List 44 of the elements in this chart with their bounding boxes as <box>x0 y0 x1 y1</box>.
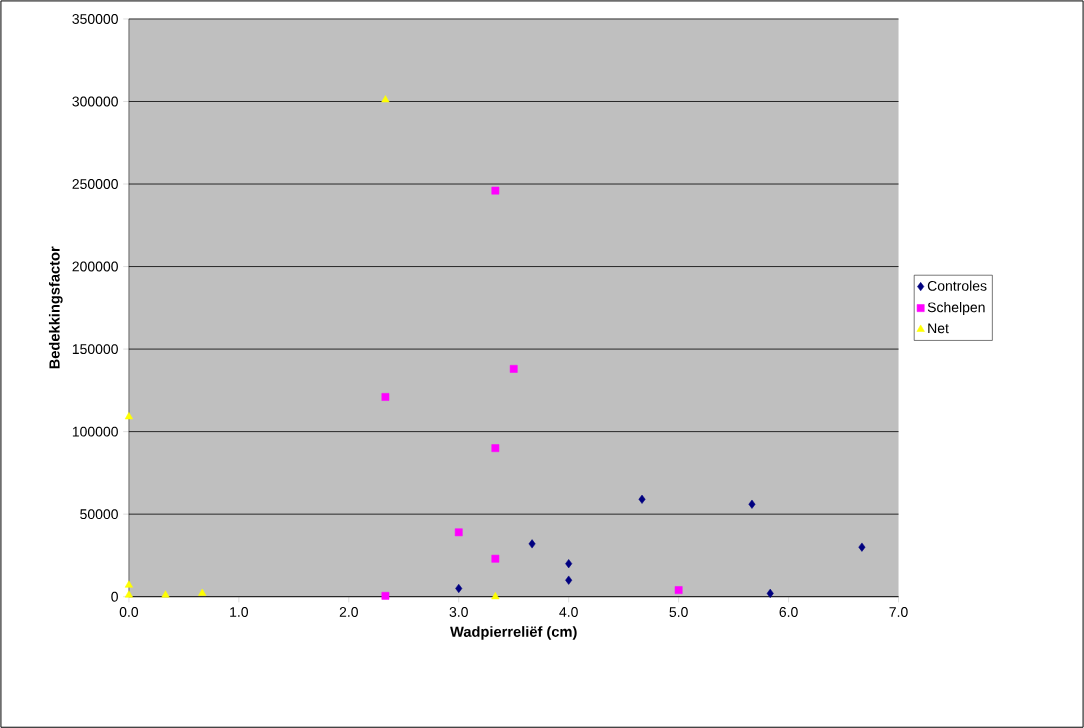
point <box>565 559 573 569</box>
point <box>124 590 133 598</box>
point <box>674 586 683 594</box>
point <box>491 186 500 195</box>
point <box>124 580 133 588</box>
x-axis-title: Wadpierreliëf (cm) <box>450 626 577 640</box>
y-tick-label: 50000 <box>80 509 118 520</box>
point <box>528 539 536 549</box>
point <box>509 364 518 373</box>
legend-label: Schelpen <box>927 301 985 315</box>
x-tick-label: 3.0 <box>449 607 468 617</box>
x-tick-label: 2.0 <box>339 607 358 617</box>
y-tick-label: 100000 <box>72 426 118 437</box>
y-axis-title: Bedekkingsfactor <box>48 246 63 369</box>
x-tick-label: 4.0 <box>559 607 578 617</box>
x-tick-label: 7.0 <box>889 607 908 617</box>
point <box>491 591 500 600</box>
y-tick-label: 250000 <box>72 179 118 189</box>
point <box>766 588 774 598</box>
legend-label: Net <box>928 323 949 334</box>
y-tick-label: 350000 <box>72 13 118 24</box>
y-tick-label: 200000 <box>72 261 118 272</box>
point <box>381 591 390 600</box>
y-tick-label: 300000 <box>72 96 118 107</box>
point <box>491 444 500 452</box>
point <box>858 542 866 552</box>
point <box>565 575 573 585</box>
point <box>381 393 390 401</box>
point <box>748 499 756 509</box>
y-tick-label: 150000 <box>72 344 118 354</box>
legend-label: Controles <box>927 280 987 291</box>
point <box>491 554 500 563</box>
point <box>455 583 463 593</box>
x-tick-label: 5.0 <box>669 607 688 617</box>
point <box>198 588 207 596</box>
y-tick-label: 0 <box>111 591 118 602</box>
point <box>161 590 170 598</box>
point <box>124 412 133 420</box>
x-tick-label: 1.0 <box>230 607 249 617</box>
point <box>638 494 646 504</box>
x-tick-label: 6.0 <box>779 607 798 617</box>
point <box>454 528 463 537</box>
x-tick-label: 0.0 <box>119 607 139 617</box>
point <box>381 95 390 103</box>
